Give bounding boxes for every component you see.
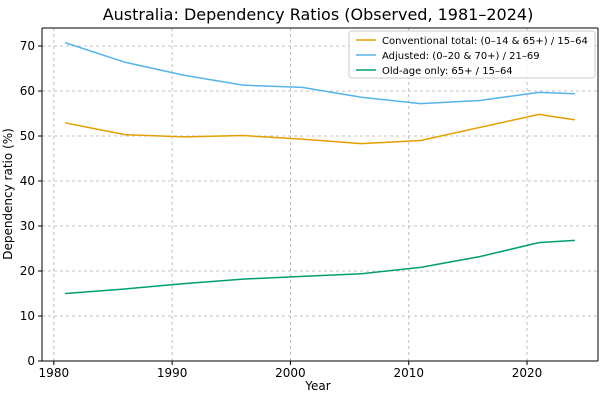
y-tick-label: 60	[20, 84, 35, 98]
legend-label-adjusted: Adjusted: (0–20 & 70+) / 21–69	[382, 51, 540, 62]
x-axis-label: Year	[304, 379, 330, 393]
legend: Conventional total: (0–14 & 65+) / 15–64…	[348, 30, 596, 79]
x-tick-label: 1980	[39, 366, 70, 380]
x-tick-label: 1990	[157, 366, 188, 380]
y-tick-label: 50	[20, 129, 35, 143]
x-tick-label: 2000	[275, 366, 306, 380]
series-line-1	[64, 42, 576, 105]
legend-label-conventional: Conventional total: (0–14 & 65+) / 15–64	[382, 36, 588, 47]
grid	[42, 28, 598, 362]
y-tick-label: 20	[20, 264, 35, 278]
y-tick-label: 0	[27, 354, 35, 368]
y-tick-label: 40	[20, 174, 35, 188]
ticks: 0 10 20 30 40 50 60 70 1980 1990 2000 2010 2020	[20, 39, 543, 380]
x-tick-label: 2010	[393, 366, 424, 380]
legend-label-old-age: Old-age only: 65+ / 15–64	[382, 66, 513, 77]
series-line-2	[64, 239, 576, 295]
axes	[41, 27, 599, 362]
y-tick-label: 70	[20, 39, 35, 53]
series-lines	[64, 42, 576, 295]
chart-title: Australia: Dependency Ratios (Observed, …	[103, 5, 534, 24]
series-line-0	[64, 113, 576, 145]
y-axis-label: Dependency ratio (%)	[1, 128, 15, 260]
y-tick-label: 10	[20, 309, 35, 323]
legend-box	[348, 30, 596, 79]
y-tick-label: 30	[20, 219, 35, 233]
x-tick-label: 2020	[512, 366, 543, 380]
